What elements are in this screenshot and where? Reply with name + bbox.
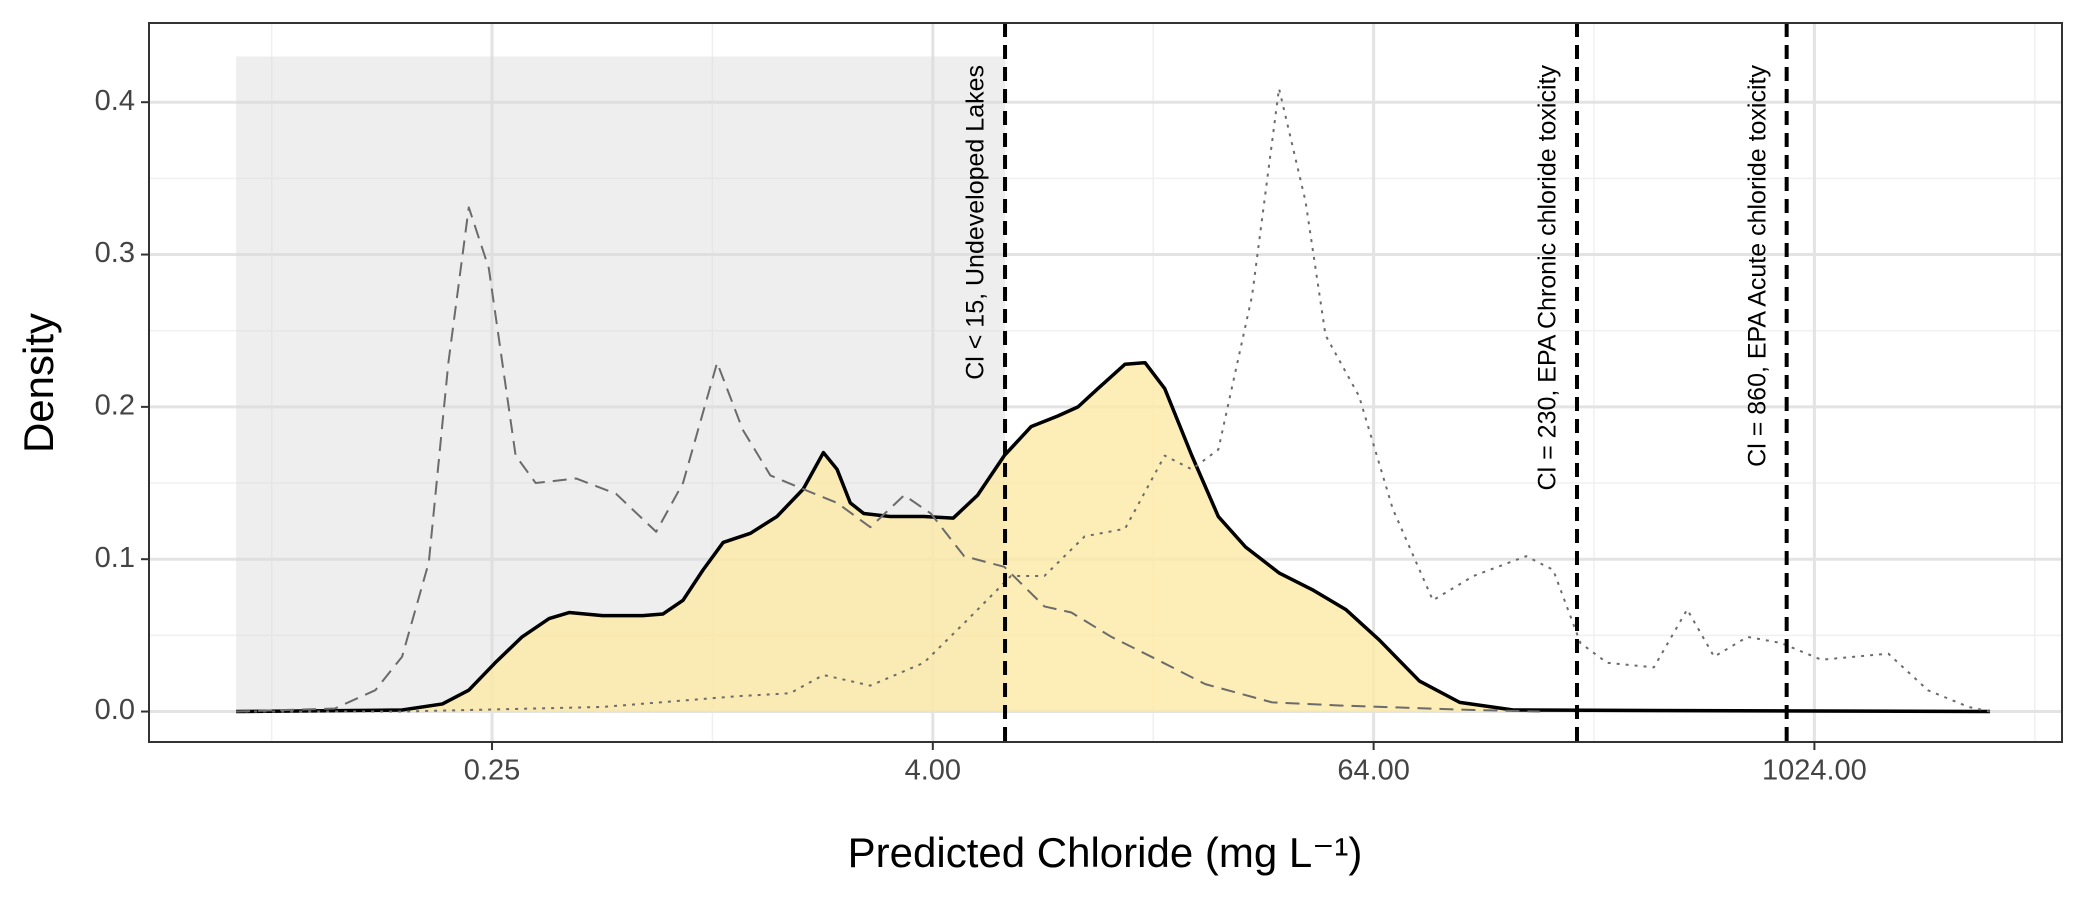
y-tick-label: 0.2 (95, 390, 135, 422)
x-tick-label: 64.00 (1337, 755, 1410, 787)
reference-label: Cl < 15, Undeveloped Lakes (962, 65, 990, 380)
density-line (236, 206, 1540, 713)
x-tick-label: 4.00 (905, 755, 961, 787)
data-layer (236, 56, 1991, 714)
grid-layer: 0.25 4.00 64.00 1024.00 0.0 0.1 0.2 0.3 0.4 (95, 23, 2062, 787)
y-tick-label: 0.0 (95, 694, 135, 726)
panel-border (148, 22, 2063, 743)
reference-label: Cl = 230, EPA Chronic chloride toxicity (1534, 65, 1562, 491)
y-tick-label: 0.3 (95, 237, 135, 269)
x-tick-label: 1024.00 (1762, 755, 1867, 787)
y-tick-label: 0.1 (95, 542, 135, 574)
y-axis-title: Density (15, 313, 62, 453)
annotation-layer: Cl < 15, Undeveloped Lakes Cl = 230, EPA … (962, 23, 1789, 742)
reference-label: Cl = 860, EPA Acute chloride toxicity (1743, 65, 1771, 467)
density-area (236, 362, 1990, 712)
y-tick-label: 0.4 (95, 85, 135, 117)
x-axis-title: Predicted Chloride (mg L⁻¹) (848, 829, 1363, 876)
density-line (236, 360, 1991, 714)
x-tick-label: 0.25 (464, 755, 520, 787)
